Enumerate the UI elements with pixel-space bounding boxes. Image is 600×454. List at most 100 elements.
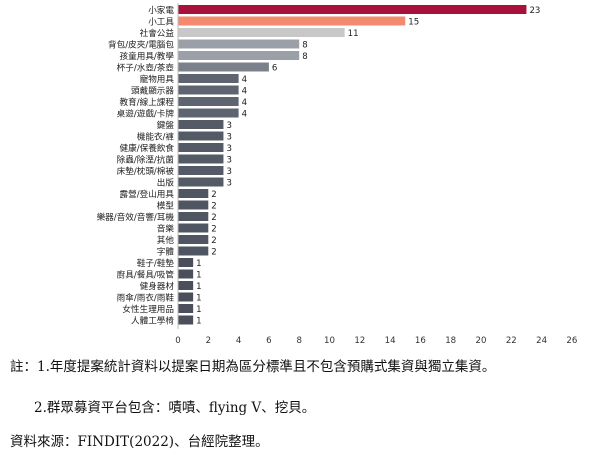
bar bbox=[178, 97, 239, 106]
category-label: 小家電 bbox=[148, 4, 174, 16]
x-tick-label: 12 bbox=[354, 336, 365, 346]
bar bbox=[178, 189, 209, 198]
footnote-1: 註：1.年度提案統計資料以提案日期為區分標準且不包含預購式集資與獨立集資。 bbox=[10, 359, 496, 375]
bar bbox=[178, 281, 194, 290]
data-label: 1 bbox=[196, 317, 201, 327]
data-label: 4 bbox=[242, 98, 247, 108]
category-label: 健康/保養飲食 bbox=[120, 142, 175, 154]
data-label: 2 bbox=[211, 225, 216, 235]
category-label: 雨傘/雨衣/雨鞋 bbox=[117, 292, 175, 304]
category-label: 女性生理用品 bbox=[122, 303, 174, 315]
data-label: 8 bbox=[302, 41, 307, 51]
category-label: 小工具 bbox=[148, 17, 174, 28]
bar bbox=[178, 292, 194, 302]
data-label: 3 bbox=[226, 167, 231, 177]
category-label: 露營/登山用具 bbox=[120, 188, 175, 200]
bar bbox=[178, 212, 209, 221]
data-label: 11 bbox=[348, 29, 359, 39]
data-label: 1 bbox=[196, 305, 201, 315]
x-tick-label: 2 bbox=[206, 336, 211, 346]
bar bbox=[178, 223, 209, 233]
data-label: 2 bbox=[211, 236, 216, 246]
data-label: 4 bbox=[242, 75, 247, 85]
data-label: 6 bbox=[272, 64, 277, 74]
data-label: 2 bbox=[211, 202, 216, 212]
category-label: 音樂 bbox=[157, 223, 175, 235]
data-label: 1 bbox=[196, 294, 201, 304]
category-label: 教育/線上課程 bbox=[120, 96, 175, 108]
data-label: 2 bbox=[211, 190, 216, 200]
x-tick-label: 14 bbox=[385, 336, 396, 346]
data-label: 1 bbox=[196, 271, 201, 281]
bar bbox=[178, 39, 300, 49]
bar bbox=[178, 304, 194, 313]
bar bbox=[178, 28, 345, 37]
bar bbox=[178, 85, 239, 95]
category-label: 字體 bbox=[157, 246, 175, 258]
x-tick-label: 6 bbox=[266, 336, 271, 346]
category-label: 桌遊/遊戲/卡牌 bbox=[117, 108, 175, 120]
x-tick-label: 16 bbox=[415, 336, 426, 346]
data-label: 4 bbox=[242, 110, 247, 120]
x-tick-label: 0 bbox=[175, 336, 180, 346]
data-label: 3 bbox=[226, 133, 231, 143]
bar bbox=[178, 258, 194, 267]
source-note: 資料來源：FINDIT(2022)、台經院整理。 bbox=[10, 434, 269, 450]
data-label: 3 bbox=[226, 144, 231, 154]
data-label: 3 bbox=[226, 179, 231, 189]
bar bbox=[178, 5, 527, 14]
bar bbox=[178, 51, 300, 60]
category-label: 鞋子/鞋墊 bbox=[137, 257, 175, 269]
x-tick-label: 26 bbox=[566, 336, 577, 346]
category-label: 樂器/音效/音響/耳機 bbox=[97, 211, 175, 223]
category-label: 廚具/餐具/吸管 bbox=[117, 269, 175, 281]
x-tick-label: 24 bbox=[536, 336, 547, 346]
bar bbox=[178, 120, 224, 129]
category-label: 社會公益 bbox=[140, 27, 175, 39]
category-label: 機能衣/褲 bbox=[137, 131, 175, 143]
bar bbox=[178, 166, 224, 175]
data-label: 1 bbox=[196, 282, 201, 292]
x-tick-label: 8 bbox=[296, 336, 301, 346]
bar bbox=[178, 131, 224, 141]
bar bbox=[178, 108, 239, 118]
data-label: 3 bbox=[226, 121, 231, 131]
data-label: 2 bbox=[211, 213, 216, 223]
category-label: 床墊/枕頭/棉被 bbox=[117, 165, 175, 177]
data-label: 23 bbox=[529, 6, 540, 16]
bar bbox=[178, 74, 239, 83]
bar bbox=[178, 16, 406, 26]
category-label: 除蟲/除溼/抗菌 bbox=[117, 154, 175, 166]
data-label: 1 bbox=[196, 259, 201, 269]
category-label: 背包/皮夾/電腦包 bbox=[108, 39, 174, 51]
category-label: 出版 bbox=[157, 177, 175, 189]
bar bbox=[178, 62, 269, 72]
x-tick-label: 22 bbox=[506, 336, 517, 346]
category-label: 頭戴顯示器 bbox=[131, 85, 174, 97]
category-label: 模型 bbox=[157, 201, 175, 212]
data-label: 3 bbox=[226, 156, 231, 166]
data-label: 2 bbox=[211, 248, 216, 258]
category-label: 健身器材 bbox=[140, 280, 175, 292]
data-label: 8 bbox=[302, 52, 307, 62]
category-label: 人體工學椅 bbox=[131, 315, 174, 327]
bar bbox=[178, 200, 209, 210]
category-label: 孩童用具/教學 bbox=[120, 50, 175, 62]
x-tick-label: 4 bbox=[236, 336, 241, 346]
bar bbox=[178, 154, 224, 164]
bar bbox=[178, 177, 224, 187]
footnote-2: 2.群眾募資平台包含：嘖嘖、flying V、挖貝。 bbox=[34, 400, 316, 416]
bar bbox=[178, 246, 209, 256]
x-tick-label: 20 bbox=[476, 336, 487, 346]
bar bbox=[178, 269, 194, 279]
category-label: 寵物用具 bbox=[140, 73, 175, 85]
category-label: 杯子/水壺/茶壺 bbox=[117, 62, 175, 74]
data-label: 15 bbox=[408, 18, 419, 28]
bar bbox=[178, 315, 194, 325]
category-label: 其他 bbox=[157, 234, 175, 246]
bar bbox=[178, 235, 209, 244]
x-tick-label: 10 bbox=[324, 336, 335, 346]
x-tick-label: 18 bbox=[445, 336, 456, 346]
